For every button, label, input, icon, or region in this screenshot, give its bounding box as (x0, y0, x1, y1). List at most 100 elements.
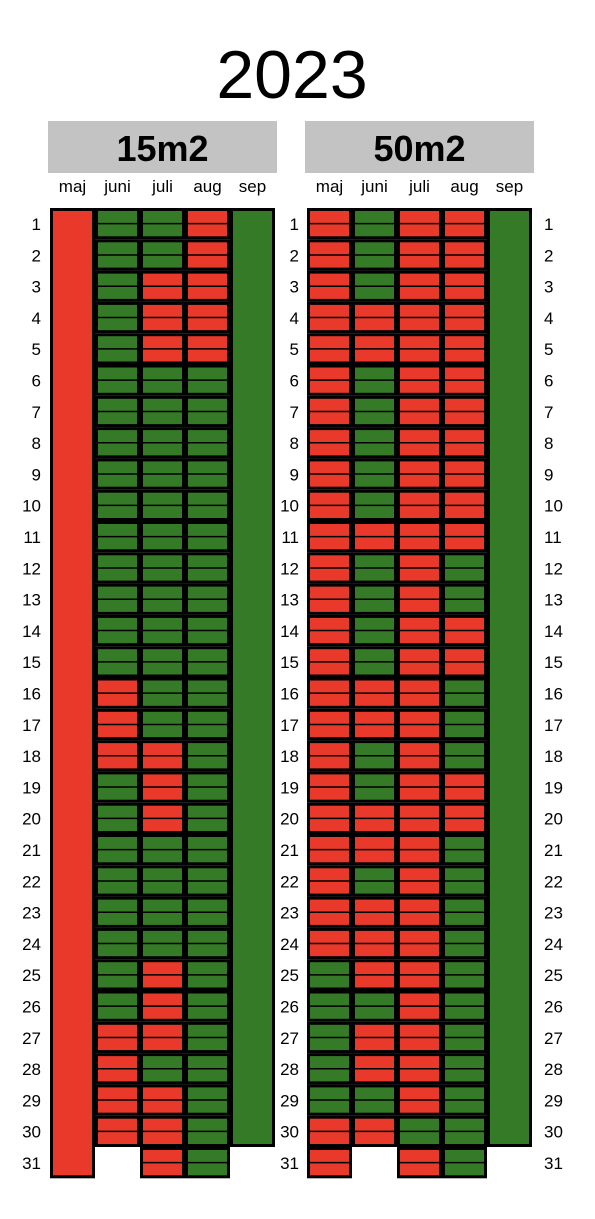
day-label-right: 26 (544, 998, 563, 1017)
month-block-maj (50, 208, 95, 1179)
panel-50m2: 50m2 maj juni juli aug sep (305, 121, 534, 1179)
day-label-middle: 30 (280, 1123, 299, 1142)
day-label-left: 21 (22, 841, 41, 860)
day-label-left: 8 (32, 434, 41, 453)
panel-header-label: 15m2 (116, 128, 208, 169)
day-label-middle: 27 (280, 1029, 299, 1048)
day-label-left: 2 (32, 246, 41, 265)
panel-header-label: 50m2 (373, 128, 465, 169)
day-label-left: 12 (22, 559, 41, 578)
day-label-right: 24 (544, 935, 563, 954)
month-label-juni: juni (360, 177, 387, 196)
day-label-right: 13 (544, 591, 563, 610)
day-label-right: 21 (544, 841, 563, 860)
day-label-middle: 19 (280, 778, 299, 797)
day-label-right: 25 (544, 966, 563, 985)
month-label-maj: maj (59, 177, 86, 196)
day-label-left: 19 (22, 778, 41, 797)
day-label-left: 20 (22, 810, 41, 829)
day-label-left: 22 (22, 872, 41, 891)
month-label-juli: juli (151, 177, 173, 196)
day-label-right: 9 (544, 465, 553, 484)
day-label-middle: 16 (280, 685, 299, 704)
day-label-middle: 15 (280, 653, 299, 672)
day-label-right: 15 (544, 653, 563, 672)
day-label-middle: 10 (280, 497, 299, 516)
day-label-left: 6 (32, 372, 41, 391)
day-label-left: 23 (22, 904, 41, 923)
day-label-middle: 17 (280, 716, 299, 735)
day-label-left: 13 (22, 591, 41, 610)
day-label-middle: 9 (290, 465, 299, 484)
day-label-middle: 7 (290, 403, 299, 422)
day-label-right: 17 (544, 716, 563, 735)
day-label-middle: 6 (290, 372, 299, 391)
day-label-right: 5 (544, 340, 553, 359)
day-label-left: 10 (22, 497, 41, 516)
day-label-right: 30 (544, 1123, 563, 1142)
day-label-right: 6 (544, 372, 553, 391)
day-label-right: 12 (544, 559, 563, 578)
panel-header-box (305, 121, 534, 173)
month-label-sep: sep (496, 177, 523, 196)
day-label-middle: 26 (280, 998, 299, 1017)
day-label-left: 29 (22, 1091, 41, 1110)
day-label-middle: 21 (280, 841, 299, 860)
day-label-middle: 22 (280, 872, 299, 891)
day-label-left: 3 (32, 278, 41, 297)
panel-15m2: 15m2 maj juni juli aug sep (48, 121, 277, 1179)
day-label-right: 28 (544, 1060, 563, 1079)
day-label-right: 2 (544, 246, 553, 265)
day-label-left: 16 (22, 685, 41, 704)
day-label-middle: 18 (280, 747, 299, 766)
day-label-left: 14 (22, 622, 41, 641)
day-label-middle: 1 (290, 215, 299, 234)
day-label-left: 25 (22, 966, 41, 985)
day-label-middle: 23 (280, 904, 299, 923)
day-label-right: 14 (544, 622, 563, 641)
day-label-middle: 24 (280, 935, 299, 954)
day-label-middle: 4 (290, 309, 299, 328)
month-block-sep (230, 208, 275, 1147)
day-label-middle: 31 (280, 1154, 299, 1173)
day-label-left: 28 (22, 1060, 41, 1079)
day-label-right: 4 (544, 309, 553, 328)
month-label-juli: juli (408, 177, 430, 196)
day-label-middle: 25 (280, 966, 299, 985)
day-label-right: 31 (544, 1154, 563, 1173)
day-label-left: 24 (22, 935, 41, 954)
day-label-right: 18 (544, 747, 563, 766)
day-label-right: 3 (544, 278, 553, 297)
day-label-right: 27 (544, 1029, 563, 1048)
day-label-middle: 2 (290, 246, 299, 265)
day-label-middle: 20 (280, 810, 299, 829)
month-label-aug: aug (450, 177, 478, 196)
month-label-maj: maj (316, 177, 343, 196)
day-label-left: 4 (32, 309, 41, 328)
day-label-left: 31 (22, 1154, 41, 1173)
panel-header-box (48, 121, 277, 173)
day-label-right: 11 (544, 528, 562, 547)
day-label-left: 15 (22, 653, 41, 672)
day-label-right: 1 (544, 215, 553, 234)
day-label-left: 27 (22, 1029, 41, 1048)
month-label-aug: aug (193, 177, 221, 196)
day-label-right: 22 (544, 872, 563, 891)
day-label-left: 5 (32, 340, 41, 359)
month-label-sep: sep (239, 177, 266, 196)
day-label-right: 8 (544, 434, 553, 453)
day-label-left: 11 (23, 528, 41, 547)
day-label-middle: 12 (280, 559, 299, 578)
day-label-middle: 5 (290, 340, 299, 359)
day-label-left: 26 (22, 998, 41, 1017)
day-label-right: 16 (544, 685, 563, 704)
chart-title: 2023 (216, 37, 367, 113)
day-label-right: 29 (544, 1091, 563, 1110)
month-block-sep (487, 208, 532, 1147)
day-label-left: 30 (22, 1123, 41, 1142)
day-label-left: 7 (32, 403, 41, 422)
day-label-middle: 14 (280, 622, 299, 641)
day-label-middle: 29 (280, 1091, 299, 1110)
day-label-left: 1 (32, 215, 41, 234)
